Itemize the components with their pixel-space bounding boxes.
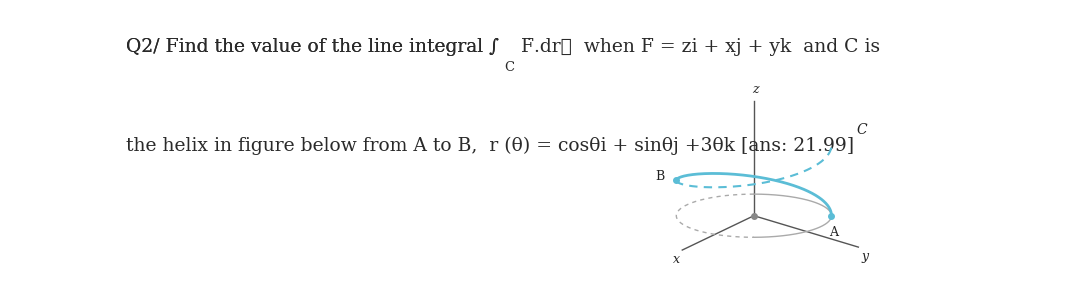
Text: Ḟ.dr⃗  when Ḟ = zi + xj + yk  and C is: Ḟ.dr⃗ when Ḟ = zi + xj + yk and C is (515, 38, 880, 56)
Text: z: z (753, 83, 759, 96)
Text: Q2/ Find the value of the line integral ∫: Q2/ Find the value of the line integral … (126, 38, 499, 56)
Text: y: y (862, 250, 869, 263)
Text: C: C (856, 123, 867, 137)
Text: C: C (504, 61, 514, 74)
Text: x: x (673, 253, 679, 266)
Text: Q2/ Find the value of the line integral ∫: Q2/ Find the value of the line integral … (126, 38, 499, 56)
Text: A: A (829, 226, 838, 239)
Text: the helix in figure below from A to B,  r (θ) = cosθi + sinθj +3θk [ans: 21.99]: the helix in figure below from A to B, r… (126, 136, 854, 155)
Text: B: B (656, 170, 664, 183)
